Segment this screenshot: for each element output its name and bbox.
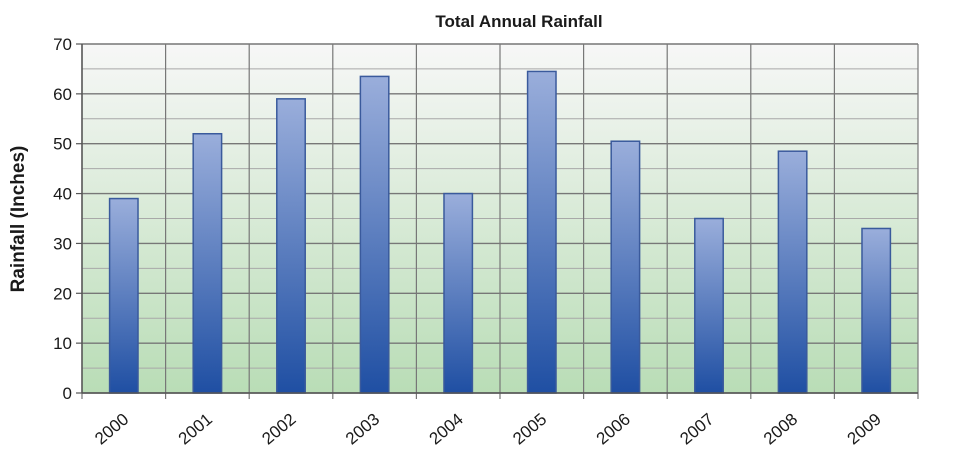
chart-title: Total Annual Rainfall — [435, 12, 602, 31]
x-tick-label: 2000 — [91, 410, 132, 449]
y-tick-label: 20 — [53, 284, 72, 303]
bar-2003 — [359, 75, 390, 394]
x-tick-label: 2009 — [844, 410, 885, 449]
bar-2004 — [443, 192, 474, 394]
x-tick-label: 2006 — [593, 410, 634, 449]
bar-2002 — [276, 98, 306, 394]
y-tick-labels: 0 10 20 30 40 50 60 70 — [53, 35, 72, 403]
x-tick-label: 2008 — [760, 410, 801, 449]
bar-2008 — [777, 150, 808, 394]
bars-layer — [108, 70, 892, 394]
bar-2000 — [108, 197, 139, 394]
y-tick-label: 40 — [53, 185, 72, 204]
y-tick-label: 50 — [53, 135, 72, 154]
x-tick-label: 2002 — [258, 410, 299, 449]
y-tick-label: 10 — [53, 334, 72, 353]
y-tick-label: 0 — [63, 384, 72, 403]
x-tick-label: 2001 — [175, 410, 216, 449]
y-tick-label: 30 — [53, 234, 72, 253]
x-tick-label: 2004 — [426, 410, 467, 449]
x-tick-label: 2003 — [342, 410, 383, 449]
axes-layer — [76, 43, 918, 394]
x-tick-label: 2007 — [676, 410, 717, 449]
x-tick-labels: 2000 2001 2002 2003 2004 2005 2006 2007 2008 2009 — [91, 410, 885, 449]
bar-2007 — [694, 217, 724, 394]
y-axis-label: Rainfall (Inches) — [8, 146, 29, 293]
bar-2009 — [861, 227, 892, 394]
bar-2005 — [526, 70, 557, 394]
y-tick-label: 70 — [53, 35, 72, 54]
bar-2006 — [610, 140, 641, 394]
bar-2001 — [192, 132, 223, 394]
x-tick-label: 2005 — [509, 410, 550, 449]
y-tick-label: 60 — [53, 85, 72, 104]
